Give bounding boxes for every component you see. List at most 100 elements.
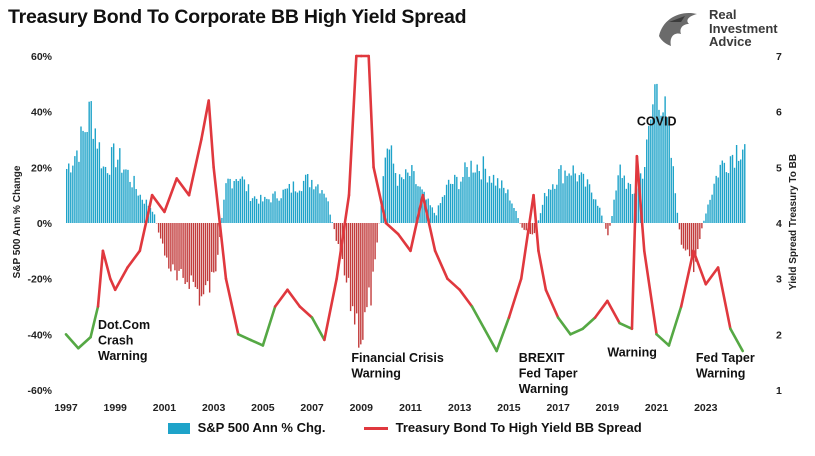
bar [251,198,254,223]
bar-negative [180,223,182,269]
bar [592,199,595,223]
right-tick-label: 6 [776,107,782,119]
bar-negative [198,223,201,306]
bar [668,123,670,223]
bar [108,174,111,223]
x-tick-label: 2023 [694,402,718,414]
bar-negative [366,223,368,308]
bar [550,189,552,223]
spread-segment [101,249,112,280]
spread-segment [212,166,228,280]
annotation-label: Financial Crisis [351,351,443,365]
left-axis-label: S&P 500 Ann % Change [12,165,23,278]
bar [494,185,497,223]
bar [121,172,123,223]
bar-negative [682,223,685,249]
bar [141,199,143,223]
bar [143,203,146,223]
spread-segment [569,327,585,336]
bar [266,198,268,223]
bar [90,101,92,223]
logo-text: Real Investment Advice [709,7,778,49]
spread-segment [433,249,449,280]
spread-chart: 1997 1999 2001 2003 2005 2007 2009 2011 2013 2015… [12,51,799,414]
bar [270,202,272,223]
bar [227,178,229,223]
right-tick-label: 5 [776,162,782,174]
bar [117,159,119,223]
annotation-label: Fed Taper [696,351,755,365]
bar [576,181,578,223]
bar-negative [521,223,523,228]
bar [449,183,452,223]
bar [719,164,721,223]
bar [435,215,438,223]
bar [329,214,331,223]
bar [511,203,513,223]
bar [268,199,270,223]
bar [94,128,96,223]
spread-segment [224,277,240,336]
spread-segment [537,249,548,292]
bar [456,176,458,223]
bar-negative [190,223,192,276]
bar [646,139,648,223]
bar [66,168,68,223]
spread-segment [729,327,745,353]
bar [282,189,284,223]
bar [625,188,628,223]
left-tick-label: -20% [27,274,52,286]
left-tick-label: 0% [37,218,53,230]
spread-segment [286,288,302,308]
bar [721,160,724,223]
bar [742,149,744,223]
bar [427,198,429,223]
bar-negative [533,223,536,234]
bar [496,178,499,223]
spread-segment [446,277,462,292]
bar [98,142,101,223]
bar [284,188,286,223]
bar-negative [531,223,534,235]
bar [229,178,231,223]
bar-negative [211,223,213,272]
legend-swatch-bars [168,423,190,435]
spread-segment [200,99,211,141]
bar [394,173,397,223]
spread-segment [458,288,474,308]
bar [102,166,105,223]
x-tick-label: 1999 [104,402,128,414]
bar [411,165,413,223]
bar [492,174,495,223]
bar [431,207,433,223]
bar [539,213,542,223]
bar-negative [605,223,607,229]
spread-line [64,54,745,353]
bar-negative [701,223,703,229]
bar [676,212,679,223]
bar [135,189,137,223]
x-tick-label: 2005 [251,402,275,414]
bar [584,186,587,223]
legend-label-sp500: S&P 500 Ann % Chg. [197,420,326,435]
bar [104,166,107,223]
sp500-bars [66,83,746,348]
bar [255,198,258,223]
spread-segment [642,249,658,336]
bar [84,132,86,223]
bar [590,192,593,223]
bar [566,175,568,223]
bar [601,215,603,223]
bar-negative [202,223,205,295]
bar-negative [188,223,190,289]
bar [223,199,225,223]
bar [470,160,472,223]
legend-label-spread: Treasury Bond To High Yield BB Spread [395,420,642,435]
bar [562,183,564,223]
bar [106,173,109,223]
bar-negative [690,223,693,259]
bar-negative [182,223,184,278]
bar [515,210,517,223]
bar [262,201,264,223]
spread-segment [593,299,609,319]
